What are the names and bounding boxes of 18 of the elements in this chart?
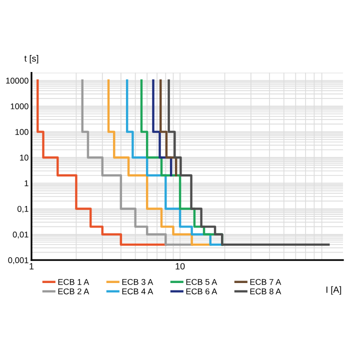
y-tick-label: 10000 <box>6 78 28 84</box>
y-tick-label: 10 <box>20 154 28 161</box>
legend-label: ECB 5 A <box>186 279 218 285</box>
legend-label: ECB 3 A <box>122 279 154 285</box>
y-tick-label: 1 <box>24 180 28 186</box>
y-tick-label: 0,01 <box>12 232 28 238</box>
y-tick-label: 0,001 <box>8 257 28 264</box>
x-axis-title: I [A] <box>326 286 342 295</box>
y-tick-label: 0,1 <box>17 206 28 213</box>
legend-label: ECB 8 A <box>250 288 282 294</box>
legend-label: ECB 2 A <box>58 288 90 294</box>
legend-label: ECB 6 A <box>186 288 218 294</box>
legend-label: ECB 1 A <box>58 279 90 285</box>
y-tick-label: 1000 <box>10 103 28 110</box>
y-tick-label: 100 <box>15 129 28 135</box>
legend-label: ECB 4 A <box>122 288 154 294</box>
y-axis-title: t [s] <box>24 55 38 64</box>
legend-label: ECB 7 A <box>250 279 282 285</box>
